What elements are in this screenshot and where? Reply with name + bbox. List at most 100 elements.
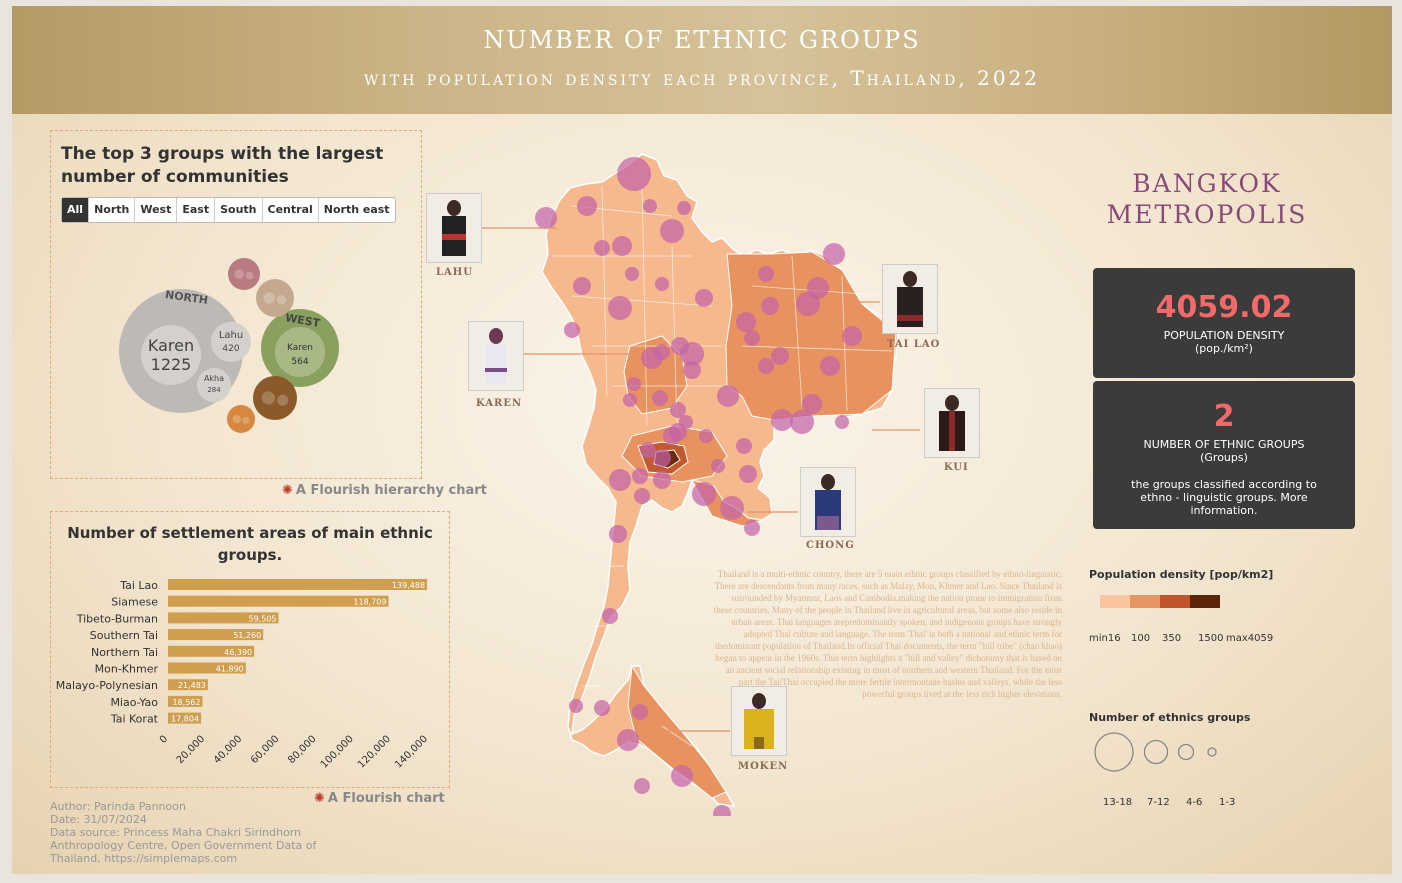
province-ethnic-bubble[interactable] <box>842 326 862 346</box>
province-ethnic-bubble[interactable] <box>717 385 739 407</box>
tab-west[interactable]: West <box>135 198 178 222</box>
province-ethnic-bubble[interactable] <box>695 289 713 307</box>
bubble-region-1[interactable] <box>228 258 260 290</box>
province-ethnic-bubble[interactable] <box>823 243 845 265</box>
province-ethnic-bubble[interactable] <box>612 236 632 256</box>
thailand-map[interactable] <box>512 146 922 816</box>
province-ethnic-bubble[interactable] <box>699 429 713 443</box>
province-ethnic-bubble[interactable] <box>711 459 725 473</box>
province-ethnic-bubble[interactable] <box>617 729 639 751</box>
province-ethnic-bubble[interactable] <box>594 700 610 716</box>
province-ethnic-bubble[interactable] <box>594 240 610 256</box>
bubble-region-3[interactable] <box>253 376 297 420</box>
bar[interactable] <box>168 595 389 607</box>
province-ethnic-bubble[interactable] <box>652 390 668 406</box>
bar[interactable] <box>168 629 264 641</box>
province-ethnic-bubble[interactable] <box>569 699 583 713</box>
province-ethnic-bubble[interactable] <box>632 704 648 720</box>
tab-north-east[interactable]: North east <box>323 203 390 216</box>
bar-category-label: Miao-Yao <box>110 696 158 709</box>
province-ethnic-bubble[interactable] <box>632 468 648 484</box>
bubble-west-karen[interactable] <box>275 327 325 377</box>
hierarchy-credit[interactable]: ✺ A Flourish hierarchy chart <box>282 483 487 498</box>
moken-photo <box>731 686 787 756</box>
province-ethnic-bubble[interactable] <box>660 219 684 243</box>
bar[interactable] <box>168 712 202 724</box>
province-ethnic-bubble[interactable] <box>736 438 752 454</box>
province-border <box>841 275 848 412</box>
province-border <box>661 725 693 747</box>
province-ethnic-bubble[interactable] <box>744 330 760 346</box>
tab-all[interactable]: All <box>62 198 90 222</box>
province-ethnic-bubble[interactable] <box>835 415 849 429</box>
province-ethnic-bubble[interactable] <box>602 608 618 624</box>
province-ethnic-bubble[interactable] <box>641 347 663 369</box>
province-ethnic-bubble[interactable] <box>535 207 557 229</box>
province-ethnic-bubble[interactable] <box>608 296 632 320</box>
province-ethnic-bubble[interactable] <box>634 778 650 794</box>
bar-category-label: Siamese <box>111 596 158 609</box>
province-ethnic-bubble[interactable] <box>643 199 657 213</box>
bubble-north-lahu[interactable] <box>211 322 251 362</box>
province-ethnic-bubble[interactable] <box>670 402 686 418</box>
tab-south[interactable]: South <box>215 198 263 222</box>
province-ethnic-bubble[interactable] <box>820 356 840 376</box>
province-ethnic-bubble[interactable] <box>577 196 597 216</box>
groups-note[interactable]: the groups classified according to ethno… <box>1131 478 1317 517</box>
province-ethnic-bubble[interactable] <box>692 482 716 506</box>
bar[interactable] <box>168 695 203 707</box>
province-ethnic-bubble[interactable] <box>802 394 822 414</box>
province-ethnic-bubble[interactable] <box>653 449 671 467</box>
province-ethnic-bubble[interactable] <box>671 765 693 787</box>
province-ethnic-bubble[interactable] <box>653 471 671 489</box>
province-ethnic-bubble[interactable] <box>640 442 656 458</box>
province-ethnic-bubble[interactable] <box>739 465 757 483</box>
tab-north[interactable]: North <box>89 198 136 222</box>
region-tabs: All North West East South Central North east <box>61 197 396 223</box>
province-ethnic-bubble[interactable] <box>669 423 687 441</box>
bar-value-label: 59,505 <box>249 614 277 623</box>
province-ethnic-bubble[interactable] <box>720 496 744 520</box>
bar[interactable] <box>168 679 208 691</box>
province-ethnic-bubble[interactable] <box>790 410 814 434</box>
ethnics-tick: 4-6 <box>1186 797 1203 808</box>
province-ethnic-bubble[interactable] <box>677 201 691 215</box>
bubble-name: Lahu <box>219 330 243 341</box>
kui-label: KUI <box>944 462 969 473</box>
source-text: Data source: Princess Maha Chakri Sirind… <box>50 826 317 865</box>
province-ethnic-bubble[interactable] <box>771 347 789 365</box>
province-ethnic-bubble[interactable] <box>796 292 820 316</box>
province-ethnic-bubble[interactable] <box>771 409 793 431</box>
province-ethnic-bubble[interactable] <box>627 377 641 391</box>
province-ethnic-bubble[interactable] <box>573 277 591 295</box>
bar-chart-credit[interactable]: ✺ A Flourish chart <box>314 791 445 806</box>
bubble-north-karen[interactable] <box>141 325 201 385</box>
bubble-region-2[interactable] <box>256 279 294 317</box>
province-ethnic-bubble[interactable] <box>744 520 760 536</box>
province-ethnic-bubble[interactable] <box>634 488 650 504</box>
province-ethnic-bubble[interactable] <box>758 266 774 282</box>
bar[interactable] <box>168 645 255 657</box>
province-ethnic-bubble[interactable] <box>625 267 639 281</box>
province-ethnic-bubble[interactable] <box>736 312 756 332</box>
province-ethnic-bubble[interactable] <box>609 469 631 491</box>
bar[interactable] <box>168 662 246 674</box>
bubble-north-akha[interactable] <box>197 368 231 402</box>
lahu-label: LAHU <box>436 267 473 278</box>
legend-circle-large <box>1094 732 1134 772</box>
bar[interactable] <box>168 579 428 590</box>
province-ethnic-bubble[interactable] <box>713 805 731 816</box>
province-ethnic-bubble[interactable] <box>761 297 779 315</box>
tab-central[interactable]: Central <box>263 198 319 222</box>
province-ethnic-bubble[interactable] <box>680 342 704 366</box>
province-ethnic-bubble[interactable] <box>683 361 701 379</box>
province-ethnic-bubble[interactable] <box>758 358 774 374</box>
province-ethnic-bubble[interactable] <box>617 157 651 191</box>
bar[interactable] <box>168 612 279 624</box>
province-ethnic-bubble[interactable] <box>564 322 580 338</box>
province-ethnic-bubble[interactable] <box>655 277 669 291</box>
tab-east[interactable]: East <box>177 198 216 222</box>
province-ethnic-bubble[interactable] <box>609 525 627 543</box>
province-ethnic-bubble[interactable] <box>623 393 637 407</box>
bubble-region-4[interactable] <box>227 405 255 433</box>
